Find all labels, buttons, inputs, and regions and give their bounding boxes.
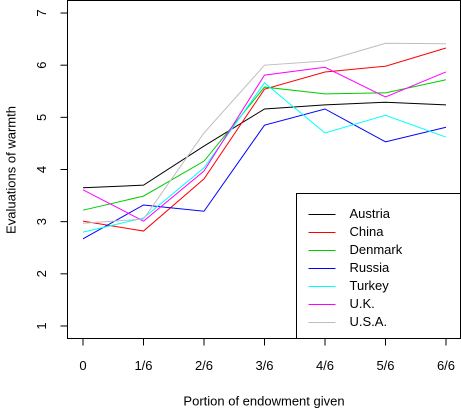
legend-label: U.S.A. xyxy=(350,314,388,329)
y-tick-label: 7 xyxy=(34,9,49,16)
x-tick-label: 3/6 xyxy=(255,358,273,373)
legend-label: Russia xyxy=(350,260,391,275)
y-tick-label: 1 xyxy=(34,322,49,329)
y-tick-label: 6 xyxy=(34,62,49,69)
x-tick-label: 4/6 xyxy=(316,358,334,373)
x-axis-label: Portion of endowment given xyxy=(183,393,344,408)
series-line xyxy=(82,66,447,222)
y-axis-label: Evaluations of warmth xyxy=(3,106,18,234)
series-line xyxy=(82,82,447,233)
legend-label: Austria xyxy=(350,206,391,221)
y-tick-label: 3 xyxy=(34,218,49,225)
series-line xyxy=(82,108,447,240)
legend-label: Denmark xyxy=(350,242,403,257)
x-tick-label: 2/6 xyxy=(195,358,213,373)
series-line xyxy=(82,79,447,211)
series-line xyxy=(82,101,447,189)
x-tick-label: 5/6 xyxy=(376,358,394,373)
legend-box xyxy=(296,193,461,339)
y-tick-label: 4 xyxy=(34,166,49,173)
x-tick-label: 1/6 xyxy=(134,358,152,373)
legend-label: U.K. xyxy=(350,296,375,311)
y-tick-label: 5 xyxy=(34,114,49,121)
x-tick-label: 0 xyxy=(79,358,86,373)
y-tick-label: 2 xyxy=(34,270,49,277)
series-line xyxy=(82,42,447,224)
legend-label: China xyxy=(350,224,385,239)
legend-label: Turkey xyxy=(350,278,390,293)
x-tick-label: 6/6 xyxy=(437,358,455,373)
series-line xyxy=(82,47,447,232)
